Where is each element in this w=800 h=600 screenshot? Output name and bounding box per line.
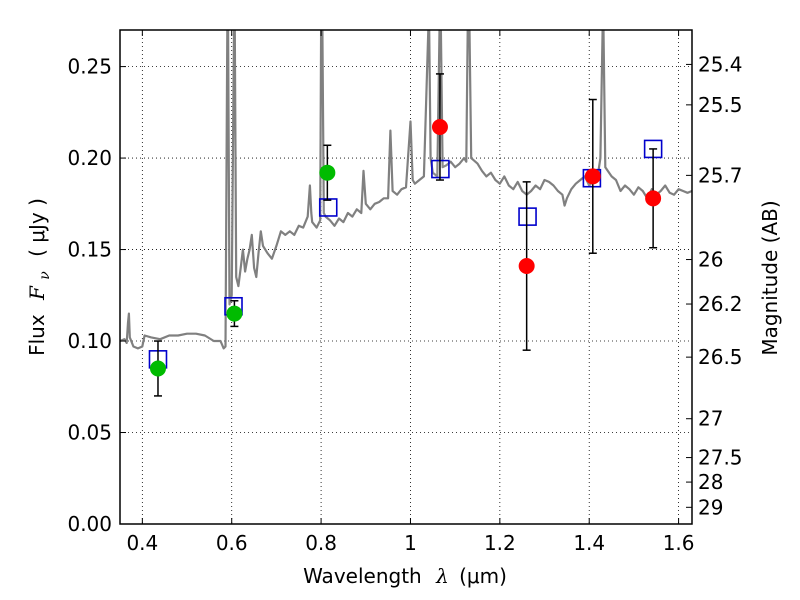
x-tick-label: 1.2 — [484, 531, 516, 555]
mag-tick-label: 28 — [698, 470, 723, 494]
x-axis-label-unit: (μm) — [459, 564, 507, 588]
y-tick-label: 0.25 — [67, 55, 112, 79]
x-tick-label: 0.6 — [216, 531, 248, 555]
mag-tick-label: 27 — [698, 407, 723, 431]
x-tick-label: 0.8 — [305, 531, 337, 555]
y-tick-label: 0.15 — [67, 238, 112, 262]
green-point — [226, 305, 243, 322]
red-point — [518, 258, 535, 275]
x-tick-label: 1.4 — [573, 531, 605, 555]
x-tick-label: 1.6 — [663, 531, 695, 555]
y-tick-label: 0.10 — [67, 329, 112, 353]
green-point — [149, 360, 166, 377]
y2-axis-label: Magnitude (AB) — [758, 200, 782, 355]
red-point — [645, 190, 662, 207]
marker-layer — [148, 73, 663, 397]
mag-tick-label: 26 — [698, 248, 723, 272]
y-tick-label: 0.05 — [67, 421, 112, 445]
mag-tick-label: 25.5 — [698, 93, 743, 117]
x-tick-label: 1 — [404, 531, 417, 555]
y-axis-label-subscript: ν — [37, 271, 53, 280]
mag-tick-label: 25.4 — [698, 52, 743, 76]
y-tick-label: 0.00 — [67, 512, 112, 536]
mag-tick-label: 27.5 — [698, 446, 743, 470]
mag-tick-label: 25.7 — [698, 163, 743, 187]
y-axis-label-text: Flux — [25, 314, 49, 356]
mag-tick-label: 26.2 — [698, 292, 743, 316]
y-axis-label: Flux F ν ( μJy ) — [25, 198, 54, 356]
plot-frame — [119, 29, 693, 525]
x-axis-label-text: Wavelength — [303, 564, 422, 588]
y-tick-label: 0.20 — [67, 146, 112, 170]
x-tick-label: 0.4 — [126, 531, 158, 555]
mag-tick-label: 29 — [698, 495, 723, 519]
green-point — [319, 164, 336, 181]
model-point — [318, 198, 338, 217]
y-axis-label-unit: ( μJy ) — [25, 198, 49, 257]
model-point — [518, 207, 537, 226]
x-axis-label: Wavelength λ (μm) — [303, 564, 507, 588]
red-point — [584, 168, 601, 185]
y-axis-label-symbol: F — [25, 285, 49, 301]
red-point — [431, 118, 448, 135]
x-axis-label-symbol: λ — [435, 564, 449, 588]
mag-tick-label: 26.5 — [698, 345, 743, 369]
tick-layer: 0.4 0.6 0.8 1 1.2 1.4 1.6 0.00 0.05 0.10 0.15 0.20 0… — [67, 30, 743, 555]
